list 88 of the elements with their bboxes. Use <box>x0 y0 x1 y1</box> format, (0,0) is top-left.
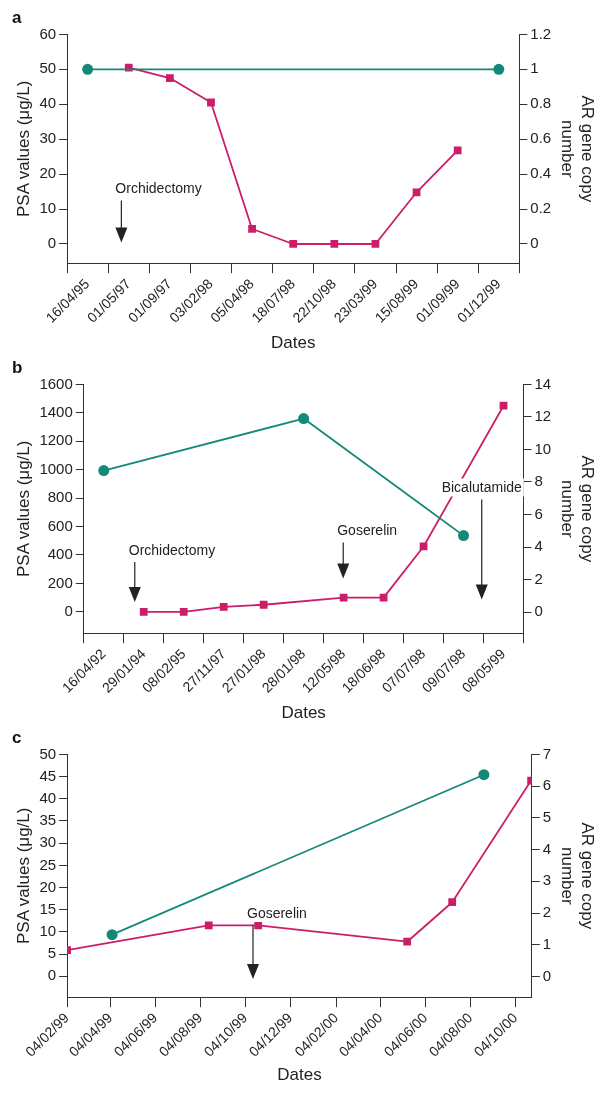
y-tick-label: 30 <box>39 129 57 147</box>
y-tick-label: 800 <box>47 488 73 506</box>
annotation: Bicalutamide <box>441 479 523 496</box>
y2-tick-label: 4 <box>542 839 552 857</box>
y-tick-label: 10 <box>39 922 57 940</box>
y-tick-label: 0 <box>47 234 57 252</box>
y2-tick-label: 0 <box>530 234 539 252</box>
chart-title: b <box>12 357 23 377</box>
point <box>289 240 298 248</box>
y-tick-label: 0 <box>47 966 57 984</box>
point <box>379 593 388 602</box>
point <box>412 188 421 197</box>
point <box>330 240 339 248</box>
point <box>371 240 380 248</box>
y-tick-label: 40 <box>39 94 57 112</box>
chart-title: a <box>12 7 22 27</box>
point <box>204 921 213 930</box>
y2-tick-label: 5 <box>542 808 552 826</box>
y-tick-label: 1400 <box>39 402 73 420</box>
y2-tick-label: 6 <box>542 776 552 794</box>
y-tick-label: 0 <box>64 602 73 619</box>
y-axis-title: PSA values (μg/L) <box>13 440 33 577</box>
annotation: Goserelin <box>246 904 307 921</box>
y2-tick-label: 12 <box>534 407 552 425</box>
point <box>448 898 457 907</box>
annotation: Orchidectomy <box>115 180 202 197</box>
y-tick-label: 30 <box>39 833 57 851</box>
y-tick-label: 40 <box>39 788 57 806</box>
y-tick-label: 20 <box>39 164 57 182</box>
y-tick-label: 50 <box>39 744 57 762</box>
chart-title: c <box>12 727 22 747</box>
annotation: Goserelin <box>337 522 398 539</box>
y-tick-label: 45 <box>39 766 57 784</box>
point <box>219 603 228 611</box>
y2-tick-label: 0.4 <box>530 164 552 182</box>
y-tick-label: 400 <box>47 545 73 563</box>
point <box>179 607 188 616</box>
y2-tick-label: 0.2 <box>530 199 552 217</box>
y-tick-label: 50 <box>39 59 57 77</box>
y2-tick-label: 7 <box>542 744 552 762</box>
y-tick-label: 1600 <box>39 374 73 392</box>
point <box>259 600 268 609</box>
point <box>453 146 462 155</box>
y-tick-label: 60 <box>39 24 57 42</box>
y2-tick-label: 1 <box>530 59 539 77</box>
point <box>207 98 215 107</box>
y2-tick-label: 0.6 <box>530 129 552 147</box>
y2-tick-label: 8 <box>534 472 543 490</box>
y-tick-label: 25 <box>39 855 57 873</box>
y2-tick-label: 14 <box>534 374 552 392</box>
y2-axis-title: AR gene copy number <box>557 95 598 203</box>
y2-axis-title: AR gene copy number <box>557 822 598 930</box>
y-tick-label: 600 <box>47 516 73 534</box>
y2-tick-label: 1.2 <box>530 24 552 42</box>
point <box>403 937 412 946</box>
y-tick-label: 20 <box>39 877 57 895</box>
point <box>248 225 256 233</box>
x-axis-title: Dates <box>277 1065 322 1085</box>
y-tick-label: 15 <box>39 899 57 917</box>
point <box>458 530 470 542</box>
point <box>499 401 508 410</box>
y2-tick-label: 6 <box>534 504 543 522</box>
point <box>139 607 148 616</box>
annotation: Orchidectomy <box>128 541 216 558</box>
y-tick-label: 200 <box>47 573 73 591</box>
y2-tick-label: 4 <box>534 537 543 555</box>
y2-tick-label: 2 <box>534 569 543 587</box>
y-axis-title: PSA values (μg/L) <box>13 807 33 944</box>
y2-tick-label: 2 <box>542 903 552 921</box>
y-tick-label: 35 <box>39 811 57 829</box>
x-axis-title: Dates <box>281 703 326 723</box>
y2-axis-title: AR gene copy number <box>557 455 598 563</box>
y-axis-title: PSA values (μg/L) <box>13 80 33 217</box>
y2-tick-label: 1 <box>542 934 552 952</box>
x-axis-title: Dates <box>271 333 316 353</box>
y2-tick-label: 0 <box>542 966 552 984</box>
y-tick-label: 1200 <box>39 431 73 449</box>
y-tick-label: 5 <box>47 944 57 962</box>
y2-tick-label: 0.8 <box>530 94 552 112</box>
point <box>339 593 348 602</box>
y2-tick-label: 10 <box>534 439 552 457</box>
point <box>98 465 110 477</box>
y2-tick-label: 3 <box>542 871 552 889</box>
y2-tick-label: 0 <box>534 602 543 620</box>
point <box>165 74 174 82</box>
y-tick-label: 10 <box>39 199 57 217</box>
y-tick-label: 1000 <box>39 459 73 477</box>
point <box>298 413 310 425</box>
